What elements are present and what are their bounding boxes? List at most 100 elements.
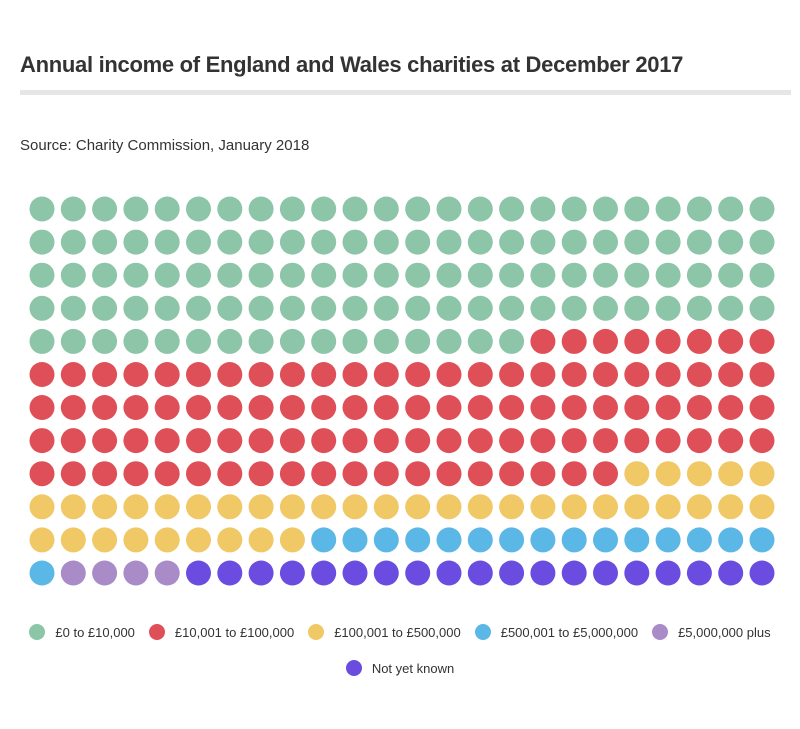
waffle-dot-0-to-10-000: [499, 229, 525, 255]
waffle-dot-0-to-10-000: [342, 229, 368, 255]
waffle-dot-10-001-to-100-000: [342, 395, 368, 420]
waffle-dot-0-to-10-000: [718, 229, 744, 255]
waffle-dot-500-001-to-5-000-000: [530, 527, 556, 553]
waffle-dot-0-to-10-000: [60, 262, 86, 288]
waffle-dot-100-001-to-500-000: [718, 494, 744, 520]
waffle-dot-100-001-to-500-000: [499, 494, 525, 520]
waffle-dot-100-001-to-500-000: [655, 494, 681, 520]
waffle-dot-10-001-to-100-000: [624, 395, 650, 420]
waffle-dot-100-001-to-500-000: [593, 494, 618, 520]
waffle-dot-10-001-to-100-000: [29, 461, 55, 487]
waffle-dot-0-to-10-000: [311, 229, 337, 255]
waffle-dot-0-to-10-000: [311, 262, 337, 288]
waffle-dot-0-to-10-000: [561, 262, 587, 288]
waffle-dot-100-001-to-500-000: [186, 494, 211, 520]
waffle-dot-10-001-to-100-000: [467, 461, 493, 487]
waffle-dot-10-001-to-100-000: [186, 395, 211, 420]
waffle-dot-10-001-to-100-000: [311, 461, 337, 487]
waffle-dot-0-to-10-000: [342, 328, 368, 354]
waffle-dot-0-to-10-000: [655, 262, 681, 288]
waffle-dot-10-001-to-100-000: [342, 362, 368, 387]
waffle-dot-0-to-10-000: [530, 229, 556, 255]
waffle-dot-0-to-10-000: [436, 328, 462, 354]
waffle-dot-10-001-to-100-000: [686, 395, 712, 420]
waffle-dot-0-to-10-000: [373, 262, 399, 288]
legend-label: £5,000,000 plus: [678, 624, 771, 640]
waffle-dot-500-001-to-5-000-000: [342, 527, 368, 553]
waffle-dot-0-to-10-000: [405, 196, 431, 222]
waffle-dot-0-to-10-000: [718, 262, 744, 288]
waffle-dot-0-to-10-000: [279, 295, 305, 321]
waffle-dot-10-001-to-100-000: [373, 395, 399, 420]
waffle-dot-10-001-to-100-000: [655, 428, 681, 454]
waffle-dot-100-001-to-500-000: [29, 527, 55, 553]
legend-swatch: [652, 624, 669, 640]
chart-source: Source: Charity Commission, January 2018: [20, 137, 310, 154]
legend-item-10k-100k: £10,001 to £100,000: [148, 624, 295, 640]
legend-label: £10,001 to £100,000: [174, 624, 295, 640]
waffle-dot-0-to-10-000: [405, 328, 431, 354]
waffle-dot-10-001-to-100-000: [499, 428, 525, 454]
waffle-dot-10-001-to-100-000: [29, 395, 55, 420]
waffle-dot-10-001-to-100-000: [373, 428, 399, 454]
waffle-dot-100-001-to-500-000: [686, 461, 712, 487]
waffle-dot-0-to-10-000: [154, 295, 180, 321]
waffle-dot-0-to-10-000: [624, 295, 650, 321]
waffle-dot-0-to-10-000: [248, 295, 274, 321]
waffle-dot-100-001-to-500-000: [311, 494, 337, 520]
waffle-dot-0-to-10-000: [154, 229, 180, 255]
waffle-dot-10-001-to-100-000: [217, 395, 243, 420]
waffle-dot-100-001-to-500-000: [248, 494, 274, 520]
waffle-dot-0-to-10-000: [436, 196, 462, 222]
waffle-dot-10-001-to-100-000: [92, 362, 118, 387]
waffle-dot-0-to-10-000: [186, 229, 211, 255]
waffle-dot-10-001-to-100-000: [29, 428, 55, 454]
waffle-dot-10-001-to-100-000: [749, 395, 775, 420]
waffle-dot-not-yet-known: [593, 560, 618, 586]
waffle-dot-5-000-000-plus: [60, 560, 86, 586]
waffle-dot-0-to-10-000: [92, 196, 118, 222]
waffle-dot-500-001-to-5-000-000: [373, 527, 399, 553]
waffle-dot-10-001-to-100-000: [248, 461, 274, 487]
waffle-dot-100-001-to-500-000: [92, 494, 118, 520]
waffle-dot-10-001-to-100-000: [405, 395, 431, 420]
waffle-dot-not-yet-known: [718, 560, 744, 586]
legend-second-row: Not yet known: [0, 660, 800, 676]
waffle-dot-0-to-10-000: [499, 328, 525, 354]
waffle-dot-not-yet-known: [405, 560, 431, 586]
waffle-dot-not-yet-known: [561, 560, 587, 586]
legend-label: £500,001 to £5,000,000: [500, 624, 639, 640]
waffle-dot-100-001-to-500-000: [436, 494, 462, 520]
waffle-dot-100-001-to-500-000: [342, 494, 368, 520]
waffle-dot-not-yet-known: [436, 560, 462, 586]
waffle-dot-not-yet-known: [686, 560, 712, 586]
waffle-dot-0-to-10-000: [530, 262, 556, 288]
waffle-dot-0-to-10-000: [123, 229, 149, 255]
waffle-dot-not-yet-known: [186, 560, 211, 586]
waffle-dot-10-001-to-100-000: [436, 461, 462, 487]
waffle-dot-not-yet-known: [499, 560, 525, 586]
legend-swatch: [474, 624, 491, 640]
waffle-dot-10-001-to-100-000: [749, 362, 775, 387]
waffle-dot-0-to-10-000: [624, 196, 650, 222]
waffle-dot-0-to-10-000: [467, 328, 493, 354]
waffle-dot-10-001-to-100-000: [154, 395, 180, 420]
waffle-dot-0-to-10-000: [749, 262, 775, 288]
waffle-dot-10-001-to-100-000: [217, 428, 243, 454]
waffle-dot-10-001-to-100-000: [373, 461, 399, 487]
waffle-dot-5-000-000-plus: [92, 560, 118, 586]
waffle-dot-10-001-to-100-000: [530, 461, 556, 487]
waffle-dot-10-001-to-100-000: [279, 362, 305, 387]
waffle-dot-10-001-to-100-000: [123, 428, 149, 454]
waffle-dot-0-to-10-000: [217, 262, 243, 288]
waffle-dot-500-001-to-5-000-000: [405, 527, 431, 553]
waffle-dot-10-001-to-100-000: [530, 362, 556, 387]
waffle-dot-500-001-to-5-000-000: [749, 527, 775, 553]
waffle-dot-0-to-10-000: [373, 229, 399, 255]
chart-title: Annual income of England and Wales chari…: [20, 52, 684, 77]
waffle-dot-0-to-10-000: [624, 229, 650, 255]
waffle-dot-10-001-to-100-000: [342, 428, 368, 454]
waffle-dot-0-to-10-000: [279, 328, 305, 354]
waffle-dot-10-001-to-100-000: [593, 461, 618, 487]
waffle-dot-10-001-to-100-000: [530, 395, 556, 420]
